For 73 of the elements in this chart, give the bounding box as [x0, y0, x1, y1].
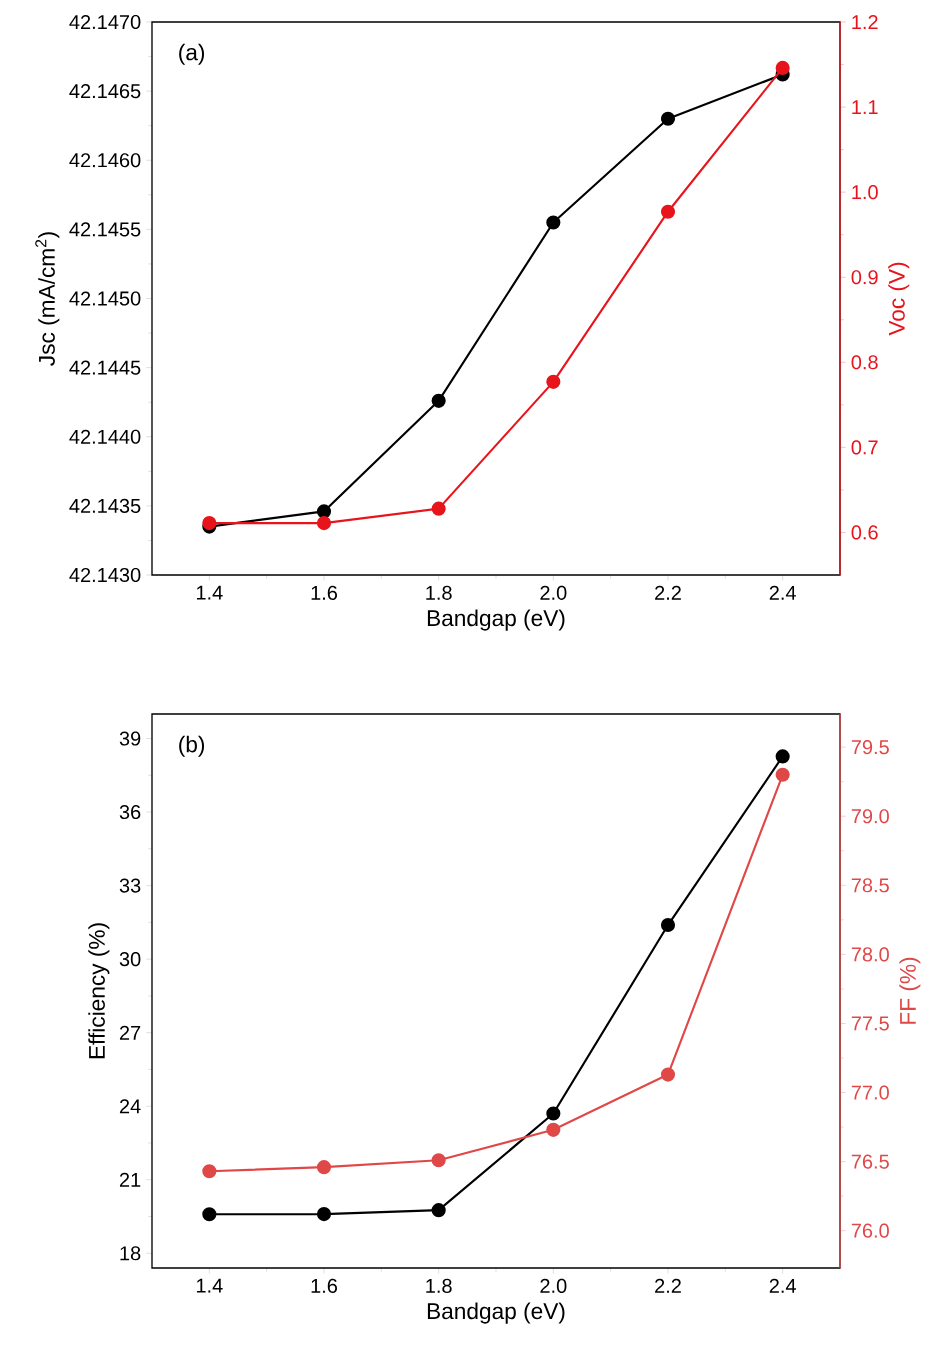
y-axis-title: Jsc (mA/cm$^{2}$) — [35, 232, 60, 366]
x-axis-title: Bandgap (eV) — [427, 609, 565, 631]
x-tick-label: 1.8 — [426, 1278, 452, 1293]
point — [316, 516, 332, 531]
y2-tick-label: 76.5 — [851, 1154, 889, 1169]
point — [431, 501, 446, 516]
y2-tick-label: 0.7 — [851, 440, 878, 455]
y-tick-label: 21 — [119, 1172, 141, 1187]
y-tick-label: 42.1440 — [69, 429, 141, 444]
y-tick-label: 24 — [119, 1099, 141, 1114]
y2-tick-label: 0.6 — [851, 525, 878, 540]
y2-tick-label: 77.5 — [851, 1016, 889, 1031]
y2-axis-title: Voc (V) — [888, 262, 910, 336]
point — [546, 1106, 561, 1121]
x-tick-label: 2.4 — [769, 1278, 796, 1293]
y-tick-label: 42.1445 — [69, 360, 141, 375]
y-tick-label: 42.1460 — [69, 153, 141, 168]
point — [431, 1153, 446, 1168]
y2-tick-label: 77.0 — [851, 1085, 889, 1100]
y-tick-label: 39 — [119, 731, 141, 746]
y-tick-label: 36 — [119, 804, 141, 820]
point — [775, 60, 790, 76]
point — [316, 504, 332, 519]
y2-tick-label: 78.5 — [851, 878, 889, 893]
point — [546, 1122, 561, 1137]
y-tick-label: 42.1455 — [69, 222, 141, 237]
y-tick-label: 27 — [119, 1025, 141, 1040]
x-tick-label: 1.8 — [426, 585, 452, 600]
y2-axis-title: FF (%) — [899, 957, 921, 1024]
y2-tick-label: 0.9 — [851, 270, 878, 285]
x-tick-label: 1.4 — [196, 585, 223, 600]
point — [546, 374, 561, 389]
point — [431, 393, 446, 408]
annotation: (a) — [179, 43, 205, 65]
point — [660, 111, 676, 126]
y-axis-title: Efficiency (%) — [88, 923, 110, 1059]
point — [316, 1160, 332, 1175]
x-tick-label: 2.0 — [540, 1278, 567, 1293]
point — [202, 1164, 217, 1179]
point — [660, 917, 676, 933]
y-tick-label: 42.1470 — [69, 14, 141, 30]
point — [660, 1067, 676, 1082]
y2-tick-label: 0.8 — [851, 355, 878, 370]
y-tick-label: 42.1465 — [69, 84, 141, 99]
x-tick-label: 2.2 — [655, 1278, 681, 1293]
point — [775, 749, 790, 764]
y-tick-label: 33 — [119, 878, 141, 893]
point — [431, 1203, 446, 1218]
point — [660, 204, 676, 219]
point — [316, 1206, 332, 1222]
y-tick-label: 42.1435 — [69, 498, 141, 513]
x-tick-label: 1.6 — [311, 585, 338, 600]
point — [202, 1207, 217, 1222]
x-tick-label: 2.4 — [769, 585, 796, 600]
annotation: (b) — [179, 735, 205, 757]
point — [775, 767, 790, 782]
y2-tick-label: 1.0 — [852, 185, 878, 200]
y2-tick-label: 1.1 — [852, 100, 878, 114]
y2-tick-label: 1.2 — [852, 15, 878, 29]
x-tick-label: 1.6 — [311, 1278, 338, 1293]
y-tick-label: 42.1430 — [69, 567, 141, 583]
y2-tick-label: 78.0 — [851, 947, 889, 962]
x-tick-label: 2.0 — [540, 585, 567, 600]
y2-tick-label: 79.0 — [851, 809, 889, 824]
x-tick-label: 1.4 — [196, 1278, 223, 1293]
y-tick-label: 30 — [119, 952, 141, 967]
point — [546, 215, 561, 230]
y-tick-label: 42.1450 — [69, 291, 141, 306]
x-axis-title: Bandgap (eV) — [427, 1302, 565, 1324]
y2-tick-label: 76.0 — [851, 1223, 889, 1238]
x-tick-label: 2.2 — [655, 585, 681, 600]
y-tick-label: 18 — [120, 1246, 141, 1261]
y2-tick-label: 79.5 — [851, 740, 889, 755]
